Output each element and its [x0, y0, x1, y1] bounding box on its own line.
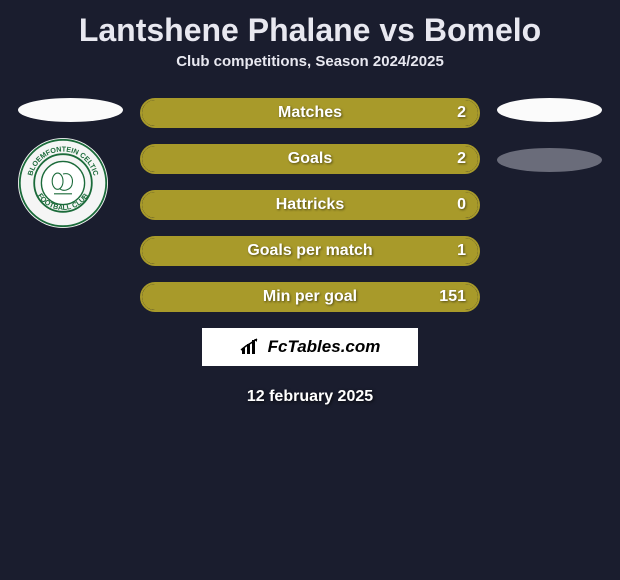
stat-bar: Min per goal151 — [140, 282, 480, 312]
comparison-subtitle: Club competitions, Season 2024/2025 — [0, 53, 620, 98]
stat-bars: Matches2Goals2Hattricks0Goals per match1… — [140, 98, 480, 312]
stat-bar-label: Goals — [142, 146, 478, 172]
right-player-column — [497, 98, 602, 198]
stat-bar: Goals per match1 — [140, 236, 480, 266]
branding-text: FcTables.com — [268, 337, 381, 357]
left-player-photo-placeholder — [18, 98, 123, 122]
stat-bar-label: Hattricks — [142, 192, 478, 218]
chart-icon — [240, 338, 262, 356]
stat-bar-value: 151 — [439, 284, 466, 310]
left-player-club-badge: BLOEMFONTEIN CELTIC FOOTBALL CLUB — [18, 138, 108, 228]
stat-bar-value: 2 — [457, 100, 466, 126]
stat-bar-value: 2 — [457, 146, 466, 172]
club-crest-icon: BLOEMFONTEIN CELTIC FOOTBALL CLUB — [18, 138, 108, 228]
stat-bar-value: 1 — [457, 238, 466, 264]
comparison-title: Lantshene Phalane vs Bomelo — [0, 0, 620, 53]
right-player-club-placeholder — [497, 148, 602, 172]
stat-bar-value: 0 — [457, 192, 466, 218]
stat-bar-label: Goals per match — [142, 238, 478, 264]
comparison-chart: BLOEMFONTEIN CELTIC FOOTBALL CLUB Matche… — [0, 98, 620, 406]
stat-bar: Goals2 — [140, 144, 480, 174]
stat-bar: Hattricks0 — [140, 190, 480, 220]
stat-bar-label: Matches — [142, 100, 478, 126]
right-player-photo-placeholder — [497, 98, 602, 122]
stat-bar-label: Min per goal — [142, 284, 478, 310]
stat-bar: Matches2 — [140, 98, 480, 128]
branding-box: FcTables.com — [202, 328, 418, 366]
comparison-date: 12 february 2025 — [0, 388, 620, 406]
left-player-column: BLOEMFONTEIN CELTIC FOOTBALL CLUB — [18, 98, 123, 228]
